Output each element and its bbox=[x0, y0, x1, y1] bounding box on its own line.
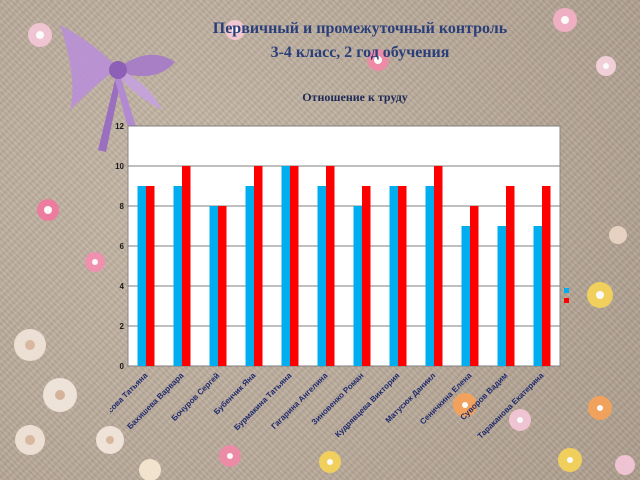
bar-series1 bbox=[317, 186, 326, 366]
bar-series1 bbox=[497, 226, 506, 366]
y-tick-label: 8 bbox=[120, 202, 125, 211]
bar-series2 bbox=[182, 166, 191, 366]
y-tick-label: 0 bbox=[120, 362, 125, 371]
bar-series1 bbox=[533, 226, 542, 366]
y-tick-label: 12 bbox=[115, 122, 124, 131]
bar-series1 bbox=[245, 186, 254, 366]
x-tick-label: Тараканова Екатерина bbox=[476, 371, 546, 441]
bar-series2 bbox=[254, 166, 263, 366]
chart-title: Отношение к труду bbox=[302, 90, 408, 104]
bar-series2 bbox=[434, 166, 443, 366]
bar-series2 bbox=[326, 166, 335, 366]
page-title: Первичный и промежуточный контроль bbox=[212, 20, 508, 37]
bar-series1 bbox=[137, 186, 146, 366]
bar-series2 bbox=[146, 186, 155, 366]
bar-series1 bbox=[173, 186, 182, 366]
bar-series2 bbox=[218, 206, 227, 366]
bar-series2 bbox=[506, 186, 515, 366]
y-tick-label: 4 bbox=[120, 282, 125, 291]
bar-series2 bbox=[362, 186, 371, 366]
bar-series1 bbox=[281, 166, 290, 366]
legend-key-series2 bbox=[564, 298, 569, 303]
y-tick-label: 6 bbox=[120, 242, 125, 251]
bar-series2 bbox=[398, 186, 407, 366]
bar-series1 bbox=[389, 186, 398, 366]
y-tick-label: 10 bbox=[115, 162, 124, 171]
bar-series1 bbox=[353, 206, 362, 366]
x-tick-label: Кудрявцева Виктория bbox=[333, 371, 401, 439]
bar-series2 bbox=[470, 206, 479, 366]
bar-series2 bbox=[542, 186, 551, 366]
page-subtitle: 3-4 класс, 2 год обучения bbox=[270, 44, 450, 61]
bar-series1 bbox=[461, 226, 470, 366]
bar-chart: 0 2 4 6 8 10 12 Абасова Татьяна Бахишева Варвара… bbox=[110, 120, 570, 480]
bar-series1 bbox=[425, 186, 434, 366]
legend-key-series1 bbox=[564, 288, 569, 293]
bar-series1 bbox=[209, 206, 218, 366]
y-tick-label: 2 bbox=[120, 322, 125, 331]
bar-series2 bbox=[290, 166, 299, 366]
